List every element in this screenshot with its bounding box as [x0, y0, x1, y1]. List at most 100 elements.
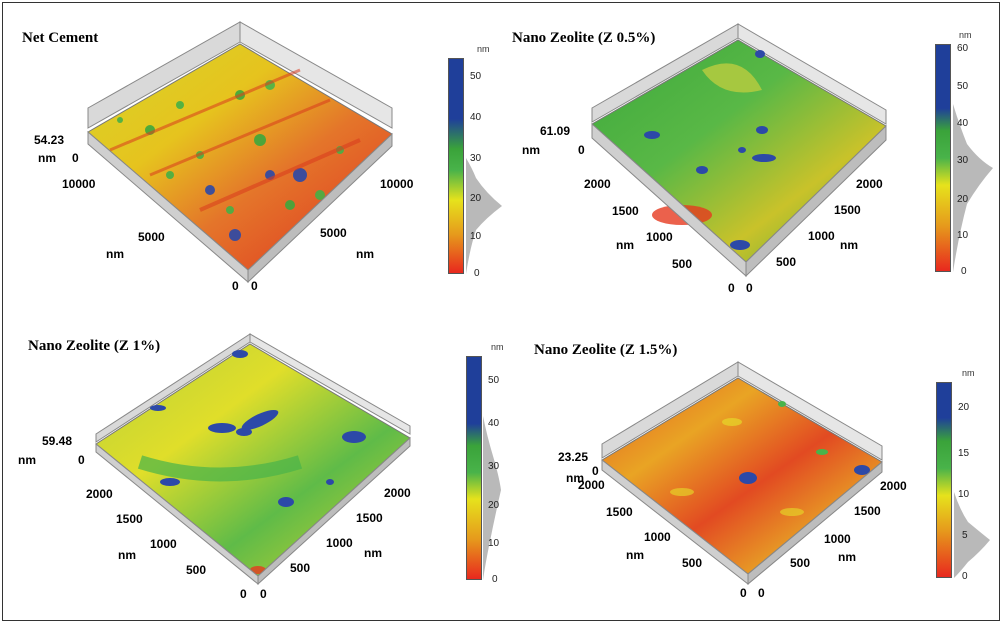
afm-panel-z-1: Nano Zeolite (Z 1%) 59.48 nm 0 — [0, 312, 504, 624]
panel-title: Net Cement — [22, 30, 99, 46]
back-wall-right — [239, 21, 393, 129]
colorbar-tick: 10 — [958, 489, 970, 500]
x-tick-label: 1500 — [356, 511, 383, 525]
x-tick-label: 2000 — [384, 486, 411, 500]
y-tick-label: 2000 — [86, 487, 113, 501]
x-axis-unit: nm — [838, 550, 856, 564]
y-tick-label: 5000 — [138, 230, 165, 244]
x-tick-label: 2000 — [856, 177, 883, 191]
colorbar-tick: 0 — [961, 266, 967, 277]
surface-3d-plot — [87, 21, 393, 284]
colorbar-tick: 10 — [470, 231, 482, 242]
colorbar-tick: 30 — [488, 461, 500, 472]
colorbar-tick: 20 — [958, 402, 970, 413]
colorbar-tick: 40 — [957, 118, 969, 129]
colorbar-tick: 0 — [962, 571, 968, 582]
colorbar-tick: 40 — [488, 418, 500, 429]
back-wall-right — [737, 23, 887, 125]
y-tick-label: 1000 — [644, 530, 671, 544]
height-histogram — [953, 104, 993, 272]
z-unit-label: nm — [38, 151, 56, 165]
x-tick-label: 0 — [746, 281, 753, 295]
z-zero-label: 0 — [78, 453, 85, 467]
colorbar-tick: 40 — [470, 112, 482, 123]
y-tick-label: 10000 — [62, 177, 96, 191]
back-wall-right — [737, 361, 883, 461]
colorbar-tick: 5 — [962, 530, 968, 541]
y-tick-label: 1500 — [606, 505, 633, 519]
x-tick-label: 0 — [260, 587, 267, 601]
colorbar-tick: 50 — [957, 81, 969, 92]
y-tick-label: 2000 — [584, 177, 611, 191]
colorbar-tick: 50 — [488, 375, 500, 386]
colorbar-tick: 15 — [958, 448, 970, 459]
y-axis-unit: nm — [118, 548, 136, 562]
y-tick-label: 0 — [740, 586, 747, 600]
z-unit-label: nm — [18, 453, 36, 467]
surface-3d-plot — [95, 333, 411, 586]
x-tick-label: 500 — [790, 556, 811, 570]
y-tick-label: 1000 — [150, 537, 177, 551]
z-zero-label: 0 — [592, 464, 599, 478]
surface-features — [670, 401, 870, 516]
colorbar — [448, 58, 464, 274]
surface-3d-plot — [601, 361, 883, 586]
colorbar-unit: nm — [491, 342, 504, 352]
colorbar-tick: 20 — [957, 194, 969, 205]
x-tick-label: 5000 — [320, 226, 347, 240]
x-axis-unit: nm — [840, 238, 858, 252]
x-tick-label: 2000 — [880, 479, 907, 493]
colorbar — [466, 356, 482, 580]
afm-panel-z-0-5: Nano Zeolite (Z 0.5%) 61.09 nm 0 2000 15… — [502, 0, 1004, 312]
y-tick-label: 2000 — [578, 478, 605, 492]
colorbar-tick: 0 — [474, 268, 480, 279]
colorbar-unit: nm — [959, 30, 972, 40]
y-tick-label: 500 — [682, 556, 703, 570]
x-tick-label: 1500 — [834, 203, 861, 217]
surface-3d-plot — [591, 23, 887, 278]
colorbar-tick: 20 — [488, 500, 500, 511]
x-tick-label: 1000 — [326, 536, 353, 550]
x-axis-unit: nm — [364, 546, 382, 560]
colorbar-tick: 10 — [488, 538, 500, 549]
x-tick-label: 500 — [290, 561, 311, 575]
x-tick-label: 1000 — [808, 229, 835, 243]
z-zero-label: 0 — [578, 143, 585, 157]
colorbar-tick: 0 — [492, 574, 498, 585]
surface-grains — [109, 68, 361, 241]
x-tick-label: 10000 — [380, 177, 414, 191]
back-wall-right — [249, 333, 411, 435]
y-tick-label: 500 — [186, 563, 207, 577]
y-axis-unit: nm — [106, 247, 124, 261]
y-tick-label: 1000 — [646, 230, 673, 244]
y-axis-unit: nm — [626, 548, 644, 562]
y-tick-label: 0 — [240, 587, 247, 601]
y-tick-label: 1500 — [116, 512, 143, 526]
colorbar-tick: 20 — [470, 193, 482, 204]
y-axis-unit: nm — [616, 238, 634, 252]
colorbar-tick: 10 — [957, 230, 969, 241]
colorbar-tick: 60 — [957, 43, 969, 54]
height-histogram — [483, 416, 501, 580]
z-max-label: 23.25 — [558, 450, 589, 464]
height-histogram — [954, 492, 990, 578]
colorbar — [936, 382, 952, 578]
colorbar-unit: nm — [477, 44, 490, 54]
z-unit-label: nm — [522, 143, 540, 157]
x-axis-unit: nm — [356, 247, 374, 261]
colorbar-tick: 30 — [957, 155, 969, 166]
z-zero-label: 0 — [72, 151, 79, 165]
x-tick-label: 1000 — [824, 532, 851, 546]
panel-title: Nano Zeolite (Z 1.5%) — [534, 342, 678, 358]
colorbar-tick: 50 — [470, 71, 482, 82]
colorbar-tick: 30 — [470, 153, 482, 164]
panel-title: Nano Zeolite (Z 1%) — [28, 338, 161, 354]
z-max-label: 54.23 — [34, 133, 65, 147]
x-tick-label: 0 — [758, 586, 765, 600]
z-max-label: 61.09 — [540, 124, 571, 138]
panel-title: Nano Zeolite (Z 0.5%) — [512, 30, 656, 46]
height-histogram — [466, 158, 502, 274]
z-max-label: 59.48 — [42, 434, 73, 448]
y-tick-label: 1500 — [612, 204, 639, 218]
colorbar — [935, 44, 951, 272]
